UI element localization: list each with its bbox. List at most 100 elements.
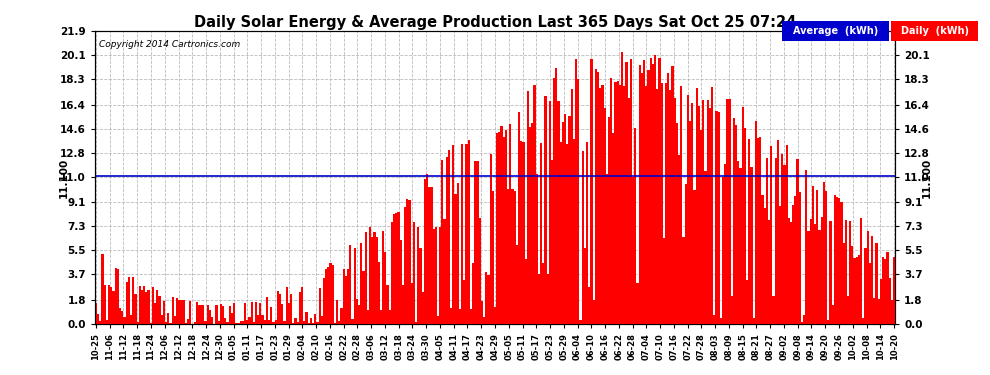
- Bar: [564, 114, 566, 324]
- Bar: [830, 221, 832, 324]
- Bar: [198, 305, 200, 324]
- Bar: [426, 174, 428, 324]
- Bar: [716, 111, 718, 324]
- Bar: [442, 160, 444, 324]
- Bar: [877, 299, 880, 324]
- Bar: [724, 164, 727, 324]
- Bar: [97, 314, 99, 324]
- Bar: [483, 316, 485, 324]
- Bar: [518, 111, 520, 324]
- Bar: [851, 246, 853, 324]
- Bar: [555, 68, 557, 324]
- Bar: [461, 144, 463, 324]
- Bar: [292, 323, 294, 324]
- Bar: [893, 257, 895, 324]
- Bar: [144, 286, 146, 324]
- Bar: [420, 248, 422, 324]
- Bar: [731, 296, 733, 324]
- Bar: [718, 112, 720, 324]
- Bar: [586, 142, 588, 324]
- Bar: [386, 285, 389, 324]
- Bar: [635, 128, 637, 324]
- Bar: [844, 220, 846, 324]
- Bar: [713, 315, 716, 324]
- Bar: [669, 90, 671, 324]
- Bar: [325, 268, 328, 324]
- Bar: [736, 125, 738, 324]
- Bar: [196, 302, 198, 324]
- Bar: [632, 177, 635, 324]
- Bar: [768, 220, 770, 324]
- Bar: [343, 269, 345, 324]
- Bar: [601, 85, 604, 324]
- Bar: [222, 306, 224, 324]
- Bar: [415, 322, 417, 324]
- Text: Copyright 2014 Cartronics.com: Copyright 2014 Cartronics.com: [99, 40, 241, 49]
- Bar: [319, 288, 321, 324]
- Bar: [139, 286, 141, 324]
- Bar: [189, 301, 191, 324]
- Bar: [400, 240, 402, 324]
- Bar: [336, 300, 339, 324]
- Bar: [740, 168, 742, 324]
- Bar: [277, 291, 279, 324]
- Bar: [777, 140, 779, 324]
- Bar: [485, 273, 487, 324]
- Bar: [151, 287, 154, 324]
- Bar: [224, 318, 227, 324]
- Bar: [743, 128, 746, 324]
- Bar: [810, 219, 812, 324]
- Bar: [862, 318, 864, 324]
- Bar: [463, 279, 465, 324]
- Bar: [345, 276, 347, 324]
- Bar: [148, 290, 149, 324]
- Bar: [729, 99, 731, 324]
- Bar: [156, 290, 158, 324]
- Bar: [274, 320, 277, 324]
- Bar: [474, 161, 476, 324]
- Bar: [209, 310, 211, 324]
- Bar: [314, 314, 317, 324]
- Bar: [104, 285, 106, 324]
- Bar: [617, 81, 619, 324]
- Bar: [254, 302, 257, 324]
- Bar: [288, 303, 290, 324]
- Bar: [682, 237, 685, 324]
- Bar: [330, 263, 332, 324]
- Bar: [446, 157, 447, 324]
- Bar: [615, 82, 617, 324]
- Bar: [272, 322, 274, 324]
- Bar: [785, 146, 788, 324]
- Bar: [816, 190, 819, 324]
- Bar: [351, 319, 353, 324]
- Bar: [456, 183, 458, 324]
- Bar: [358, 305, 360, 324]
- Bar: [117, 270, 119, 324]
- Bar: [227, 322, 229, 324]
- Bar: [641, 73, 643, 324]
- Bar: [106, 320, 108, 324]
- Bar: [770, 146, 772, 324]
- Text: 11.100: 11.100: [58, 158, 68, 198]
- Bar: [362, 271, 364, 324]
- Bar: [141, 290, 144, 324]
- Bar: [149, 322, 151, 324]
- Bar: [132, 277, 135, 324]
- Bar: [707, 100, 709, 324]
- Bar: [99, 321, 101, 324]
- Bar: [158, 296, 160, 324]
- Bar: [507, 189, 509, 324]
- Bar: [812, 186, 814, 324]
- Bar: [231, 313, 233, 324]
- Bar: [216, 304, 218, 324]
- Bar: [185, 323, 187, 324]
- Bar: [257, 315, 259, 324]
- Bar: [233, 303, 236, 324]
- Bar: [752, 318, 754, 324]
- Bar: [557, 101, 559, 324]
- Bar: [187, 319, 189, 324]
- Bar: [676, 123, 678, 324]
- Bar: [525, 260, 527, 324]
- Bar: [606, 174, 608, 324]
- Bar: [373, 232, 375, 324]
